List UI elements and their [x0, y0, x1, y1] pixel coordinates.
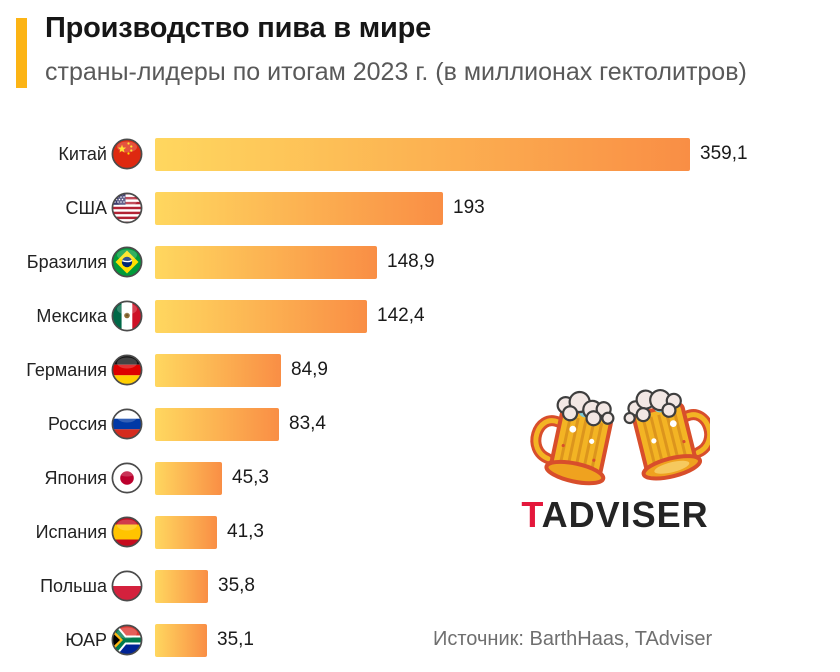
value-bar: [155, 191, 443, 225]
value-label: 84,9: [291, 359, 328, 380]
mexico-flag-icon: [111, 300, 143, 332]
germany-flag-icon: [111, 354, 143, 386]
value-label: 45,3: [232, 467, 269, 488]
chart-row: Япония 45,3: [0, 451, 840, 505]
bar-chart: Китай 359,1 США 193 Бразилия 148,9 Мексика …: [0, 127, 840, 667]
brazil-flag-icon: [111, 246, 143, 278]
country-label: Испания: [35, 521, 107, 542]
value-bar: [155, 245, 377, 279]
value-label: 83,4: [289, 413, 326, 434]
logo-text-rest: ADVISER: [541, 494, 709, 535]
page-subtitle: страны-лидеры по итогам 2023 г. (в милли…: [45, 58, 747, 86]
value-bar: [155, 137, 690, 171]
japan-flag-icon: [111, 462, 143, 494]
country-label: США: [65, 197, 107, 218]
country-label: ЮАР: [65, 629, 107, 650]
value-bar: [155, 515, 217, 549]
value-bar: [155, 461, 222, 495]
south-africa-flag-icon: [111, 624, 143, 656]
value-bar: [155, 569, 208, 603]
logo-letter-t: T: [521, 494, 542, 535]
page-title: Производство пива в мире: [45, 12, 432, 44]
country-label: Китай: [58, 143, 107, 164]
value-label: 359,1: [700, 143, 748, 164]
chart-row: ЮАР 35,1: [0, 613, 840, 667]
country-label: Россия: [47, 413, 107, 434]
value-label: 35,8: [218, 575, 255, 596]
value-label: 41,3: [227, 521, 264, 542]
chart-row: Германия 84,9: [0, 343, 840, 397]
beer-mugs-icon: [530, 388, 710, 486]
country-label: Бразилия: [26, 251, 107, 272]
value-label: 193: [453, 197, 485, 218]
chart-row: Китай 359,1: [0, 127, 840, 181]
chart-row: Мексика 142,4: [0, 289, 840, 343]
chart-row: Бразилия 148,9: [0, 235, 840, 289]
spain-flag-icon: [111, 516, 143, 548]
title-accent-bar: [16, 18, 27, 88]
chart-row: США 193: [0, 181, 840, 235]
country-label: Польша: [40, 575, 107, 596]
value-label: 35,1: [217, 629, 254, 650]
value-bar: [155, 623, 207, 657]
value-bar: [155, 407, 279, 441]
tadviser-logo: TADVISER: [505, 381, 725, 533]
china-flag-icon: [111, 138, 143, 170]
chart-row: Россия 83,4: [0, 397, 840, 451]
value-label: 148,9: [387, 251, 435, 272]
source-note: Источник: BarthHaas, TAdviser: [433, 628, 713, 650]
chart-row: Испания 41,3: [0, 505, 840, 559]
country-label: Германия: [26, 359, 107, 380]
usa-flag-icon: [111, 192, 143, 224]
russia-flag-icon: [111, 408, 143, 440]
value-bar: [155, 299, 367, 333]
country-label: Мексика: [36, 305, 107, 326]
poland-flag-icon: [111, 570, 143, 602]
logo-wordmark: TADVISER: [505, 497, 725, 533]
value-bar: [155, 353, 281, 387]
value-label: 142,4: [377, 305, 425, 326]
chart-row: Польша 35,8: [0, 559, 840, 613]
country-label: Япония: [44, 467, 108, 488]
